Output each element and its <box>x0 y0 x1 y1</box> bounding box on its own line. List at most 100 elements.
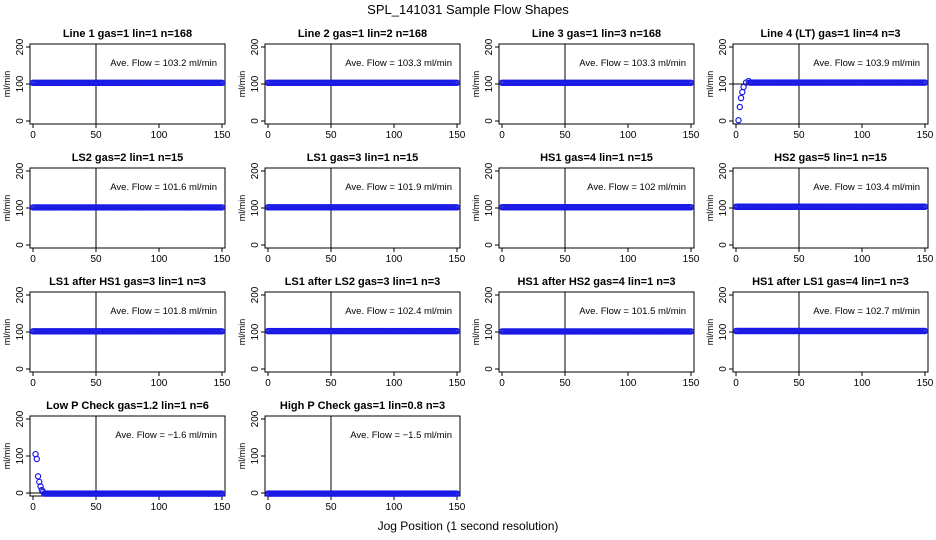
data-points <box>498 204 695 211</box>
y-tick-label: 0 <box>250 242 261 248</box>
y-tick-label: 0 <box>15 490 26 496</box>
y-tick-label: 200 <box>484 162 495 179</box>
data-points <box>32 450 226 497</box>
x-tick-label: 100 <box>151 378 168 389</box>
panel-5: LS2 gas=2 lin=1 n=15 0 50 100 150 0 100 200 ml/m… <box>2 152 231 265</box>
x-tick-label: 0 <box>733 378 739 389</box>
y-tick-label: 0 <box>15 242 26 248</box>
x-tick-label: 100 <box>620 254 637 265</box>
y-tick-label: 200 <box>15 38 26 55</box>
data-point <box>687 328 695 335</box>
x-tick-label: 50 <box>90 130 102 141</box>
data-point <box>737 94 745 102</box>
panel-6: LS1 gas=3 lin=1 n=15 0 50 100 150 0 100 200 ml/m… <box>237 152 466 265</box>
y-tick-label: 200 <box>250 162 261 179</box>
x-tick-label: 100 <box>620 130 637 141</box>
y-tick-label: 100 <box>250 199 261 216</box>
x-tick-label: 100 <box>151 130 168 141</box>
panel-13: Low P Check gas=1.2 lin=1 n=6 0 50 100 150 0 1… <box>2 400 231 513</box>
data-point <box>218 490 226 497</box>
y-tick-label: 200 <box>718 286 729 303</box>
y-tick-label: 200 <box>15 410 26 427</box>
data-point <box>453 490 461 497</box>
average-flow-annotation: Ave. Flow = 101.6 ml/min <box>110 182 217 193</box>
y-axis-label: ml/min <box>2 195 12 222</box>
x-tick-label: 50 <box>325 254 337 265</box>
y-tick-label: 200 <box>250 286 261 303</box>
panel-14: High P Check gas=1 lin=0.8 n=3 0 50 100 150 0… <box>237 400 466 513</box>
data-points <box>498 79 695 86</box>
data-points <box>264 327 461 335</box>
average-flow-annotation: Ave. Flow = −1.6 ml/min <box>115 430 217 441</box>
panel-title: Line 2 gas=1 lin=2 n=168 <box>298 28 427 40</box>
x-tick-label: 50 <box>793 378 805 389</box>
x-tick-label: 0 <box>499 378 505 389</box>
x-tick-label: 100 <box>854 130 871 141</box>
panel-title: HS1 gas=4 lin=1 n=15 <box>540 152 653 164</box>
data-point <box>33 455 40 463</box>
y-axis-label: ml/min <box>2 71 12 98</box>
plot-frame <box>264 415 461 497</box>
x-tick-label: 150 <box>449 130 466 141</box>
average-flow-annotation: Ave. Flow = 101.9 ml/min <box>345 182 452 193</box>
y-tick-label: 100 <box>718 199 729 216</box>
x-tick-label: 0 <box>30 378 36 389</box>
x-tick-label: 100 <box>386 130 403 141</box>
y-tick-label: 100 <box>718 323 729 340</box>
y-tick-label: 0 <box>718 118 729 124</box>
average-flow-annotation: Ave. Flow = 103.9 ml/min <box>813 58 920 69</box>
x-tick-label: 150 <box>683 378 700 389</box>
x-tick-label: 50 <box>90 502 102 513</box>
panel-title: High P Check gas=1 lin=0.8 n=3 <box>280 400 445 412</box>
panel-9: LS1 after HS1 gas=3 lin=1 n=3 0 50 100 150 0 1… <box>2 276 231 389</box>
x-tick-label: 0 <box>30 130 36 141</box>
x-tick-label: 150 <box>683 130 700 141</box>
x-tick-label: 150 <box>449 254 466 265</box>
x-tick-label: 50 <box>559 130 571 141</box>
data-point <box>218 328 226 335</box>
y-axis-label: ml/min <box>237 443 247 470</box>
panel-title: LS1 after HS1 gas=3 lin=1 n=3 <box>49 276 206 288</box>
average-flow-annotation: Ave. Flow = 102.7 ml/min <box>813 306 920 317</box>
average-flow-annotation: Ave. Flow = −1.5 ml/min <box>350 430 452 441</box>
average-flow-annotation: Ave. Flow = 103.4 ml/min <box>813 182 920 193</box>
panel-title: Line 3 gas=1 lin=3 n=168 <box>532 28 661 40</box>
y-axis-label: ml/min <box>2 319 12 346</box>
panel-4: Line 4 (LT) gas=1 lin=4 n=3 0 50 100 150 0 100… <box>705 28 934 141</box>
x-tick-label: 0 <box>30 254 36 265</box>
y-tick-label: 100 <box>15 447 26 464</box>
x-tick-label: 50 <box>90 378 102 389</box>
y-axis-label: ml/min <box>471 195 481 222</box>
y-tick-label: 0 <box>484 366 495 372</box>
y-axis-label: ml/min <box>237 71 247 98</box>
data-point <box>736 103 743 111</box>
y-tick-label: 0 <box>718 366 729 372</box>
y-tick-label: 200 <box>718 162 729 179</box>
average-flow-annotation: Ave. Flow = 102 ml/min <box>587 182 686 193</box>
y-tick-label: 0 <box>15 366 26 372</box>
data-point <box>218 79 226 87</box>
figure-title: SPL_141031 Sample Flow Shapes <box>367 2 569 17</box>
x-tick-label: 50 <box>559 378 571 389</box>
panel-title: Line 4 (LT) gas=1 lin=4 n=3 <box>760 28 900 40</box>
y-tick-label: 100 <box>250 75 261 92</box>
data-point <box>687 79 695 86</box>
y-tick-label: 100 <box>15 199 26 216</box>
y-tick-label: 0 <box>718 242 729 248</box>
panel-title: HS2 gas=5 lin=1 n=15 <box>774 152 887 164</box>
x-tick-label: 150 <box>683 254 700 265</box>
x-tick-label: 50 <box>793 130 805 141</box>
y-tick-label: 200 <box>15 286 26 303</box>
data-point <box>735 117 742 124</box>
x-tick-label: 100 <box>854 378 871 389</box>
panel-1: Line 1 gas=1 lin=1 n=168 0 50 100 150 0 100 200… <box>2 28 231 141</box>
average-flow-annotation: Ave. Flow = 103.2 ml/min <box>110 58 217 69</box>
x-tick-label: 0 <box>733 254 739 265</box>
y-tick-label: 200 <box>250 38 261 55</box>
x-tick-label: 100 <box>386 378 403 389</box>
x-tick-label: 100 <box>386 502 403 513</box>
x-tick-label: 150 <box>214 130 231 141</box>
x-tick-label: 0 <box>265 378 271 389</box>
panel-title: HS1 after HS2 gas=4 lin=1 n=3 <box>517 276 675 288</box>
